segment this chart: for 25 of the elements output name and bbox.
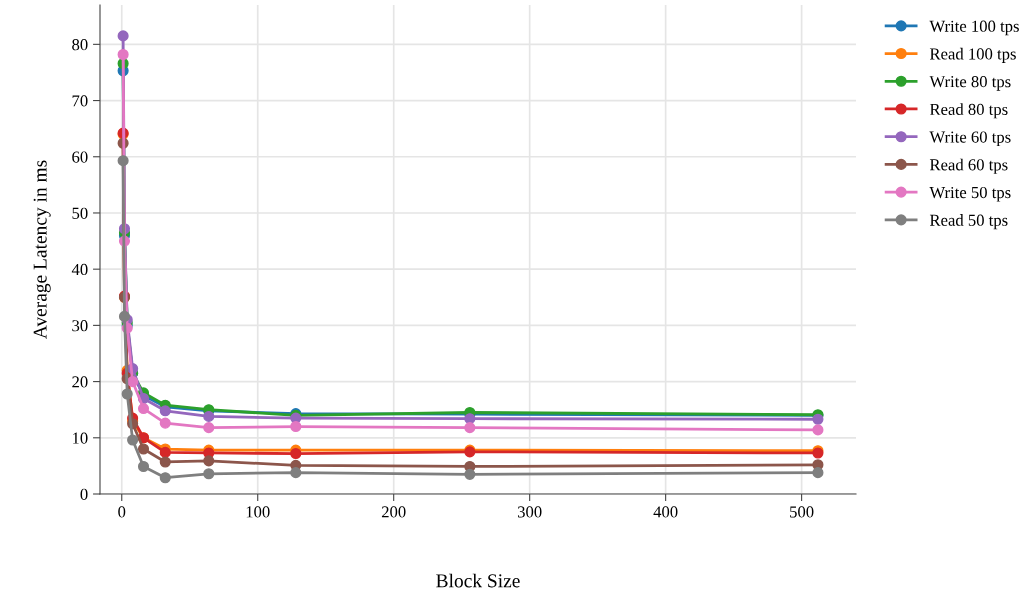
y-tick-label: 80 [72, 39, 88, 51]
x-axis-title: Block Size [436, 573, 520, 588]
legend-label: Read 80 tps [929, 103, 1008, 119]
x-tick-label: 400 [653, 506, 678, 518]
x-tick-label: 200 [381, 506, 406, 518]
x-tick-label: 500 [790, 506, 814, 518]
y-tick-label: 20 [72, 376, 88, 388]
y-tick-label: 40 [71, 263, 88, 276]
legend-label: Write 80 tps [929, 76, 1011, 91]
y-tick-label: 30 [72, 320, 88, 332]
y-axis-title: Average Latency in ms [33, 160, 51, 340]
legend-label: Read 60 tps [929, 158, 1008, 174]
x-tick-label: 100 [246, 506, 270, 518]
x-tick-label: 0 [118, 506, 126, 518]
legend-label: Write 50 tps [929, 186, 1011, 202]
y-tick-label: 70 [72, 95, 88, 107]
y-tick-label: 10 [72, 432, 88, 444]
legend-label: Write 100 tps [929, 20, 1019, 36]
legend-label: Write 60 tps [929, 131, 1011, 147]
y-tick-label: 0 [80, 488, 88, 500]
y-tick-label: 50 [72, 207, 88, 219]
legend-label: Read 50 tps [929, 214, 1008, 230]
y-tick-label: 60 [72, 151, 88, 163]
x-tick-label: 300 [517, 506, 542, 518]
legend-label: Read 100 tps [929, 47, 1016, 63]
